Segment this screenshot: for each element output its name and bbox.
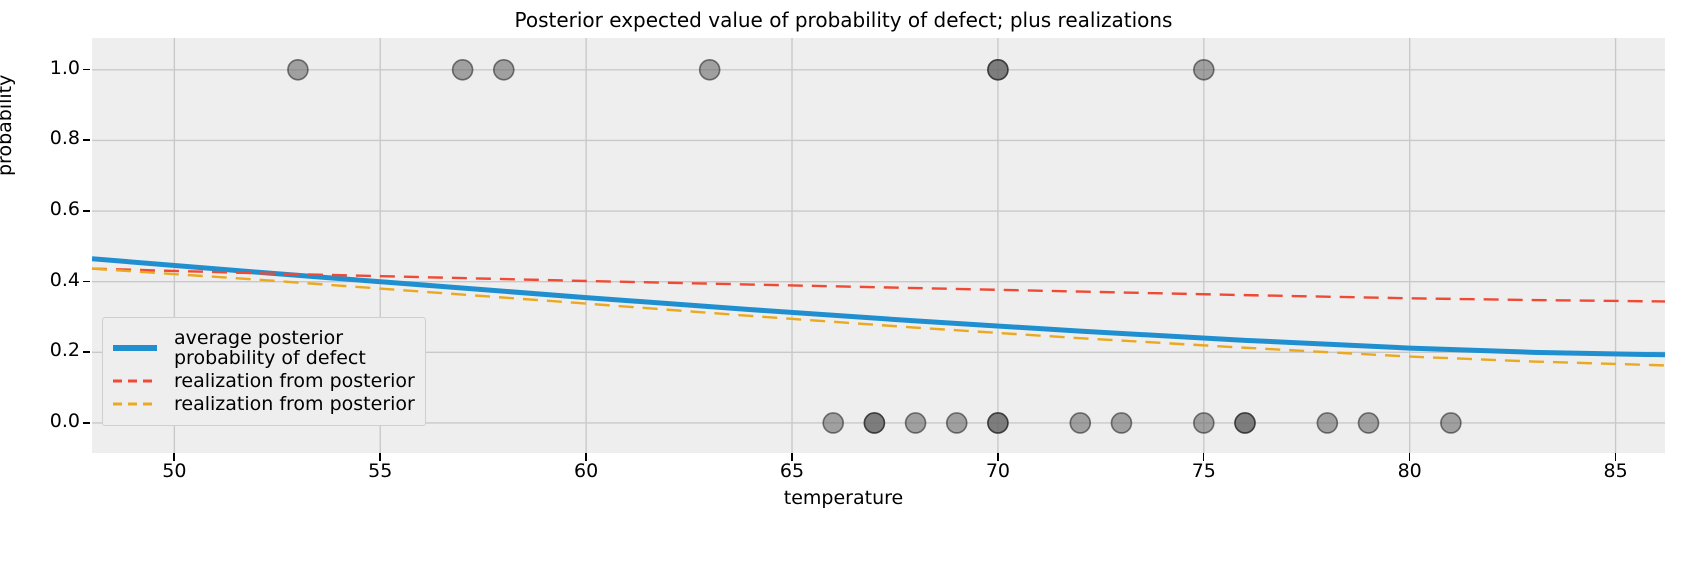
x-tick-label: 75 xyxy=(1191,460,1216,482)
y-tick-label: 0.4 xyxy=(49,268,80,291)
y-tick-mark xyxy=(83,68,90,71)
scatter-point xyxy=(1069,412,1092,434)
x-axis-label: temperature xyxy=(783,487,904,509)
legend-label: average posterior probability of defect xyxy=(174,327,366,370)
y-tick-mark xyxy=(83,421,90,424)
y-axis-label: probability xyxy=(0,74,16,176)
scatter-point xyxy=(698,58,721,81)
scatter-point xyxy=(945,412,968,434)
scatter-point xyxy=(1193,412,1215,434)
y-tick-label: 0.8 xyxy=(49,127,80,150)
legend-swatch-icon xyxy=(112,338,158,358)
x-tick-label: 70 xyxy=(985,460,1010,482)
x-tick-mark xyxy=(379,453,381,461)
x-tick-mark xyxy=(585,453,587,461)
y-tick-mark xyxy=(83,210,90,212)
scatter-point xyxy=(1110,412,1133,434)
y-tick-label: 0.0 xyxy=(49,409,80,432)
x-tick-mark xyxy=(1202,453,1205,461)
chart-legend[interactable]: average posterior probability of defect r… xyxy=(102,317,426,426)
scatter-point xyxy=(822,412,845,434)
y-tick-mark xyxy=(83,351,90,353)
y-tick-label: 0.6 xyxy=(49,198,80,221)
x-tick-mark xyxy=(996,453,999,461)
series-line-1 xyxy=(92,267,1665,303)
x-tick-mark xyxy=(1408,453,1411,461)
x-tick-label: 60 xyxy=(574,460,599,482)
scatter-point xyxy=(492,58,515,81)
scatter-point xyxy=(987,412,1009,434)
series-line-2 xyxy=(92,267,1665,367)
scatter-point xyxy=(1234,412,1256,434)
legend-label: realization from posterior xyxy=(174,393,415,416)
legend-label: realization from posterior xyxy=(174,370,415,393)
y-tick-mark xyxy=(83,139,90,142)
scatter-point xyxy=(287,58,309,81)
legend-swatch-icon xyxy=(112,371,158,391)
legend-item-2[interactable]: realization from posterior xyxy=(112,393,415,416)
x-tick-mark xyxy=(1614,453,1617,461)
scatter-point xyxy=(904,412,927,434)
y-tick-label: 1.0 xyxy=(49,56,80,79)
x-tick-mark xyxy=(791,453,793,461)
x-tick-label: 50 xyxy=(162,460,187,482)
x-tick-label: 85 xyxy=(1603,460,1628,482)
legend-item-1[interactable]: realization from posterior xyxy=(112,371,415,391)
chart-title: Posterior expected value of probability … xyxy=(514,8,1173,32)
data-layer xyxy=(92,58,1665,434)
series-line-0 xyxy=(92,256,1665,358)
y-tick-label: 0.2 xyxy=(49,339,80,362)
scatter-point xyxy=(1316,412,1339,434)
x-tick-label: 55 xyxy=(368,460,393,482)
y-tick-mark xyxy=(83,280,90,283)
scatter-point xyxy=(987,58,1009,81)
scatter-point xyxy=(1193,58,1215,81)
scatter-point xyxy=(451,58,474,81)
legend-item-0[interactable]: average posterior probability of defect xyxy=(112,328,415,368)
x-tick-label: 80 xyxy=(1397,460,1422,482)
legend-swatch-icon xyxy=(112,394,158,414)
x-tick-mark xyxy=(173,453,175,461)
x-tick-label: 65 xyxy=(779,460,805,482)
scatter-point xyxy=(1440,412,1462,434)
scatter-point xyxy=(1357,412,1380,434)
scatter-point xyxy=(863,412,886,434)
